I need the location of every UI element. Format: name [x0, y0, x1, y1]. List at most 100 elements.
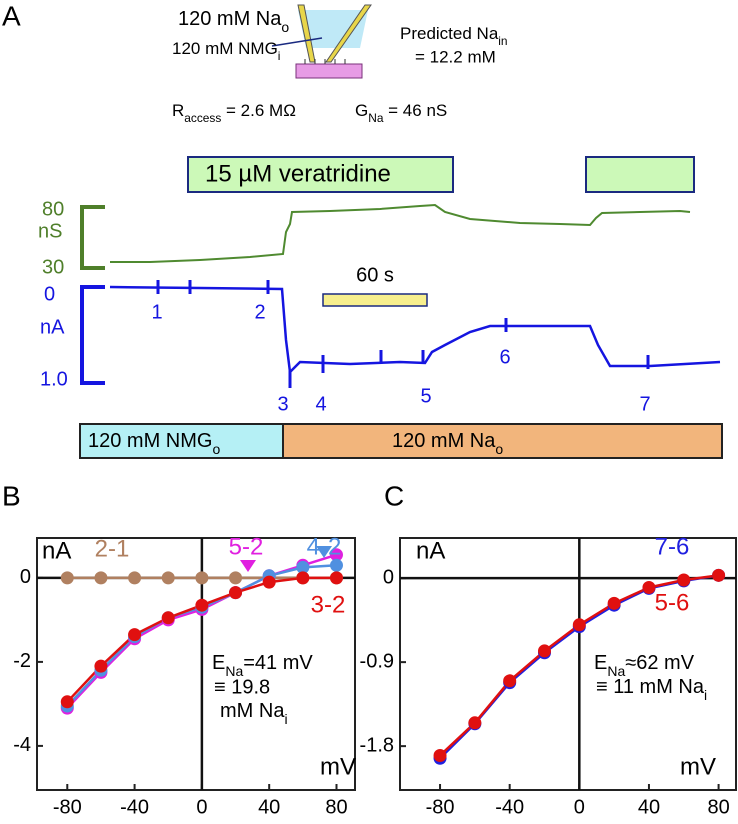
x-tick-label: 40	[258, 796, 280, 818]
conductance-sub: Na	[368, 111, 384, 125]
plot-frame	[36, 537, 356, 791]
data-point	[128, 628, 142, 642]
y-tick-label: -2	[13, 650, 31, 672]
annotation-sub: Na	[225, 663, 243, 679]
data-point	[60, 695, 74, 709]
current-scale-bar	[80, 285, 105, 385]
solution-label-sub: o	[212, 441, 220, 457]
conductance-scale-label: 80	[42, 198, 64, 220]
y-tick-label: -4	[13, 734, 31, 756]
drug-bar	[585, 156, 695, 193]
data-point	[433, 748, 447, 762]
y-tick-label: 0	[383, 566, 394, 588]
data-point	[195, 571, 209, 585]
annotation-after: =41 mV	[243, 652, 313, 674]
data-point	[329, 558, 343, 572]
y-tick-label: -0.9	[360, 650, 394, 672]
timepoint-label: 7	[639, 393, 650, 415]
bath-solution-sub: o	[281, 19, 289, 35]
data-point	[229, 586, 243, 600]
series-label: 3-2	[311, 591, 346, 618]
solution-label: 120 mM Nao	[392, 430, 503, 456]
access-resistance-sub: access	[184, 111, 221, 125]
annotation-after: ≈62 mV	[625, 652, 694, 674]
conductance-trace	[110, 203, 691, 263]
x-tick-label: 0	[574, 796, 585, 818]
annotation-sub: Na	[607, 663, 625, 679]
pipette-solution-main: 120 mM NMG	[172, 39, 278, 58]
data-point	[296, 560, 310, 574]
annotation-main: E	[212, 652, 225, 674]
conductance-after: = 46 nS	[383, 101, 447, 120]
panel-label: C	[384, 480, 404, 511]
conductance-unit: nS	[38, 220, 62, 242]
y-axis-label: nA	[42, 537, 71, 564]
data-point	[161, 571, 175, 585]
timepoint-label: 1	[151, 301, 162, 323]
current-scale-label: 1.0	[40, 368, 68, 390]
annotation: ENa=41 mV	[212, 652, 313, 678]
data-point	[60, 571, 74, 585]
conductance-main: G	[355, 101, 368, 120]
annotation-sub: i	[704, 687, 707, 703]
dish-ticks	[304, 59, 346, 64]
predicted-na-main: Predicted Na	[400, 24, 499, 43]
x-tick-label: -40	[495, 796, 524, 818]
x-tick-label: -40	[120, 796, 149, 818]
current-trace	[109, 285, 721, 375]
drug-label: 15 µM veratridine	[205, 160, 391, 187]
data-point	[229, 571, 243, 585]
predicted-value: = 12.2 mM	[415, 47, 496, 66]
data-point	[329, 571, 343, 585]
annotation: mM Nai	[220, 700, 288, 726]
panel-label: B	[2, 480, 21, 511]
x-tick-label: -80	[53, 796, 82, 818]
pipette-right	[325, 4, 372, 63]
x-tick-label: 40	[638, 796, 660, 818]
predicted-na-sub: in	[498, 34, 507, 48]
y-axis-label: nA	[416, 537, 445, 564]
pointer	[271, 37, 323, 47]
data-point	[677, 573, 691, 587]
timepoint-label: 6	[499, 346, 510, 368]
y-tick-label: 0	[20, 566, 31, 588]
solution-bar	[282, 423, 723, 459]
solution-label: 120 mM NMGo	[88, 430, 220, 456]
annotation: ≡ 19.8	[214, 676, 270, 698]
annotation: ENa≈62 mV	[594, 652, 695, 678]
predicted-na: Predicted Nain	[400, 24, 508, 48]
series-label: 2-1	[95, 535, 130, 562]
drug-bar	[187, 156, 454, 193]
data-point	[537, 644, 551, 658]
annotation-main: E	[594, 652, 607, 674]
data-point	[128, 571, 142, 585]
timepoint-label: 4	[315, 393, 326, 415]
current-scale-label: 0	[44, 283, 55, 305]
annotation-main: ≡ 11 mM Na	[596, 676, 705, 698]
data-point	[161, 611, 175, 625]
solution-label-main: 120 mM NMG	[88, 430, 212, 452]
conductance: GNa = 46 nS	[355, 101, 447, 125]
cell-dish	[295, 63, 363, 79]
data-point	[503, 674, 517, 688]
conductance-scale-label: 30	[42, 256, 64, 278]
data-point	[607, 596, 621, 610]
data-point	[296, 571, 310, 585]
solution-label-main: 120 mM Na	[392, 430, 496, 452]
data-point	[572, 618, 586, 632]
data-point	[712, 568, 726, 582]
sample-marks	[156, 280, 650, 388]
pipette-solution: 120 mM NMGi	[172, 39, 280, 63]
time-scale-label: 60 s	[356, 264, 394, 286]
bath-solution: 120 mM Nao	[178, 8, 289, 34]
x-tick-label: -80	[426, 796, 455, 818]
annotation-main: mM Na	[220, 700, 285, 722]
solution-label-sub: o	[495, 441, 503, 457]
data-point	[642, 580, 656, 594]
pipette-solution-sub: i	[278, 49, 281, 63]
arrowhead	[316, 546, 332, 558]
data-point	[195, 598, 209, 612]
series-label: 5-2	[229, 533, 264, 560]
access-resistance-main: R	[172, 101, 184, 120]
